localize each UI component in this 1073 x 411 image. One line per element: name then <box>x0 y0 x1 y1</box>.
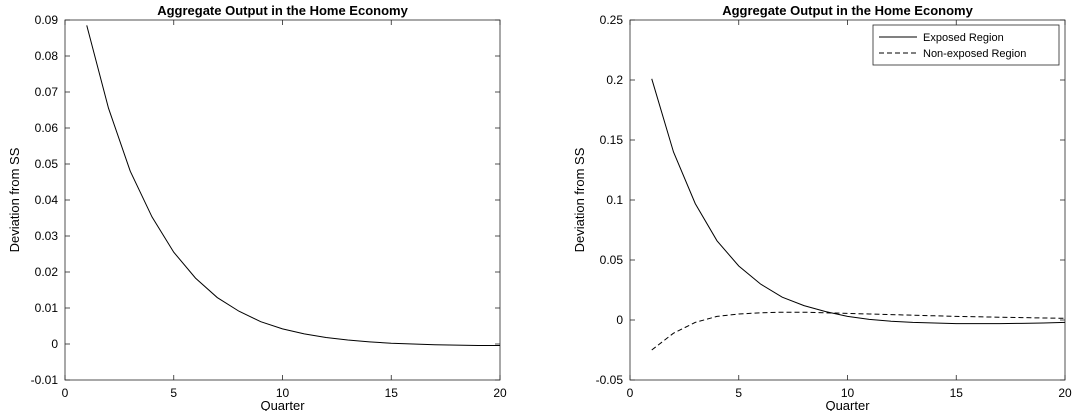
y-axis-label: Deviation from SS <box>572 147 587 252</box>
legend-box <box>872 24 1060 66</box>
plot-frame <box>64 19 501 381</box>
x-tick-label: 10 <box>841 386 855 400</box>
y-tick-label: 0.05 <box>35 157 59 171</box>
y-tick-label: 0.15 <box>600 133 624 147</box>
y-tick-label: 0.04 <box>35 193 59 207</box>
y-tick-label: 0.08 <box>35 49 59 63</box>
legend-entry-1: Exposed Region <box>923 32 1004 44</box>
y-tick-label: 0.07 <box>35 85 59 99</box>
y-tick-label: 0.03 <box>35 229 59 243</box>
x-axis-label: Quarter <box>260 398 305 411</box>
y-tick-label: 0.25 <box>600 13 624 27</box>
y-tick-label: -0.05 <box>596 373 624 387</box>
chart-1: 0 5 10 15 20-0.0100.010.020.030.040.050.060.… <box>7 3 507 411</box>
series-line-2 <box>651 311 1066 351</box>
chart-title: Aggregate Output in the Home Economy <box>157 3 408 18</box>
series-line-1 <box>86 25 500 346</box>
y-tick-label: 0.05 <box>600 253 624 267</box>
x-tick-label: 15 <box>385 386 399 400</box>
x-tick-label: 20 <box>1058 386 1072 400</box>
y-tick-label: 0 <box>51 337 58 351</box>
y-tick-label: 0.1 <box>606 193 623 207</box>
legend-entry-2: Non-exposed Region <box>923 48 1026 60</box>
series-line-1 <box>651 78 1066 325</box>
y-tick-label: -0.01 <box>31 373 59 387</box>
chart-2: 0 5 10 15 20-0.0500.050.10.150.20.25Aggregat… <box>572 3 1072 411</box>
x-tick-label: 5 <box>170 386 177 400</box>
y-tick-label: 0.02 <box>35 265 59 279</box>
y-tick-label: 0.09 <box>35 13 59 27</box>
y-tick-label: 0.2 <box>606 73 623 87</box>
y-axis-label: Deviation from SS <box>7 147 22 252</box>
plot-frame <box>629 19 1066 381</box>
x-tick-label: 15 <box>950 386 964 400</box>
x-axis-label: Quarter <box>825 398 870 411</box>
x-tick-label: 20 <box>493 386 507 400</box>
y-tick-label: 0.01 <box>35 301 59 315</box>
y-tick-label: 0 <box>616 313 623 327</box>
x-tick-label: 0 <box>62 386 69 400</box>
x-tick-label: 10 <box>276 386 290 400</box>
legend: Exposed Region Non-exposed Region <box>872 24 1060 66</box>
chart-title: Aggregate Output in the Home Economy <box>722 3 973 18</box>
y-tick-label: 0.06 <box>35 121 59 135</box>
x-tick-label: 5 <box>735 386 742 400</box>
x-tick-label: 0 <box>627 386 634 400</box>
